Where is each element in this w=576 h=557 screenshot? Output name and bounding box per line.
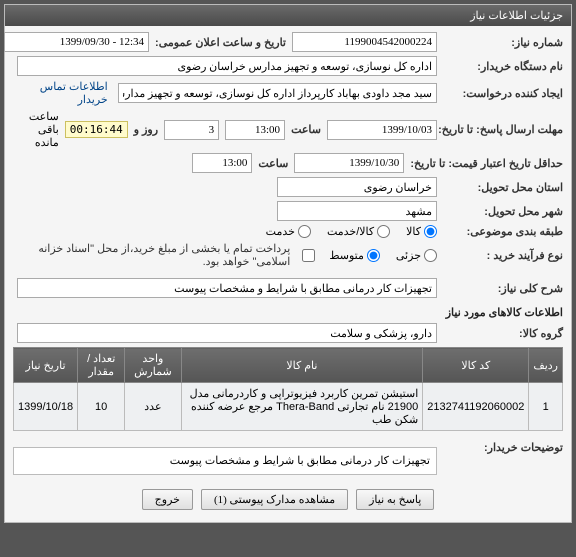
partial-pay-checkbox[interactable] (302, 249, 315, 262)
cat-service-radio[interactable] (377, 225, 390, 238)
th-name: نام کالا (181, 348, 423, 383)
buyer-notes-label: توضیحات خریدار: (443, 441, 563, 454)
group-input[interactable] (17, 323, 437, 343)
validity-date[interactable] (294, 153, 404, 173)
panel-title: جزئیات اطلاعات نیاز (5, 5, 571, 26)
desc-input[interactable] (17, 278, 437, 298)
desc-label: شرح کلی نیاز: (443, 282, 563, 295)
days-remaining (164, 120, 219, 140)
countdown-timer: 00:16:44 (65, 121, 128, 138)
days-label: روز و (134, 123, 158, 136)
city-input[interactable] (277, 201, 437, 221)
creator-label: ایجاد کننده درخواست: (443, 87, 563, 100)
cat-khidmat-radio[interactable] (298, 225, 311, 238)
th-need-date: تاریخ نیاز (14, 348, 78, 383)
th-qty: تعداد / مقدار (78, 348, 125, 383)
items-section-title: اطلاعات کالاهای مورد نیاز (13, 306, 563, 319)
timer-suffix: ساعت باقی مانده (13, 110, 59, 149)
category-label: طبقه بندی موضوعی: (443, 225, 563, 238)
buyer-contact-link[interactable]: اطلاعات تماس خریدار (13, 80, 108, 106)
cat-service-option[interactable]: کالا/خدمت (327, 225, 390, 238)
need-number-label: شماره نیاز: (443, 36, 563, 49)
group-label: گروه کالا: (443, 327, 563, 340)
validity-label: حداقل تاریخ اعتبار قیمت: تا تاریخ: (410, 157, 563, 170)
process-radio-group: جزئی متوسط (329, 249, 437, 262)
announce-label: تاریخ و ساعت اعلان عمومی: (155, 36, 286, 49)
cat-kala-radio[interactable] (424, 225, 437, 238)
exit-button[interactable]: خروج (142, 489, 193, 510)
th-row: ردیف (529, 348, 563, 383)
proc-mid-option[interactable]: متوسط (329, 249, 380, 262)
cell-name: استیشن تمرین کاربرد فیزیوتراپی و کاردرما… (181, 383, 423, 431)
need-number-input[interactable] (292, 32, 437, 52)
details-panel: جزئیات اطلاعات نیاز شماره نیاز: تاریخ و … (4, 4, 572, 523)
cell-qty: 10 (78, 383, 125, 431)
proc-mid-radio[interactable] (367, 249, 380, 262)
attachments-button[interactable]: مشاهده مدارک پیوستی (1) (201, 489, 348, 510)
cell-need-date: 1399/10/18 (14, 383, 78, 431)
validity-time[interactable] (192, 153, 252, 173)
items-table: ردیف کد کالا نام کالا واحد شمارش تعداد /… (13, 347, 563, 431)
time-label-1: ساعت (291, 123, 321, 136)
reply-deadline-date[interactable] (327, 120, 437, 140)
province-label: استان محل تحویل: (443, 181, 563, 194)
answer-button[interactable]: پاسخ به نیاز (356, 489, 434, 510)
buyer-org-input[interactable] (17, 56, 437, 76)
reply-deadline-label: مهلت ارسال پاسخ: تا تاریخ: (443, 123, 563, 136)
creator-input[interactable] (118, 83, 437, 103)
cat-kala-option[interactable]: کالا (406, 225, 437, 238)
cell-row: 1 (529, 383, 563, 431)
proc-low-option[interactable]: جزئی (396, 249, 437, 262)
category-radio-group: کالا کالا/خدمت خدمت (266, 225, 437, 238)
buyer-org-label: نام دستگاه خریدار: (443, 60, 563, 73)
buyer-notes-box: تجهیزات کار درمانی مطابق با شرایط و مشخص… (13, 447, 437, 475)
partial-pay-label: پرداخت تمام یا بخشی از مبلغ خرید،از محل … (13, 242, 290, 268)
th-unit: واحد شمارش (125, 348, 181, 383)
province-input[interactable] (277, 177, 437, 197)
cat-khidmat-option[interactable]: خدمت (266, 225, 311, 238)
reply-deadline-time[interactable] (225, 120, 285, 140)
cell-unit: عدد (125, 383, 181, 431)
announce-date-input[interactable] (4, 32, 149, 52)
table-row[interactable]: 1 2132741192060002 استیشن تمرین کاربرد ف… (14, 383, 563, 431)
panel-content: شماره نیاز: تاریخ و ساعت اعلان عمومی: نا… (5, 26, 571, 522)
proc-low-radio[interactable] (424, 249, 437, 262)
process-label: نوع فرآیند خرید : (443, 249, 563, 262)
cell-code: 2132741192060002 (423, 383, 529, 431)
th-code: کد کالا (423, 348, 529, 383)
time-label-2: ساعت (258, 157, 288, 170)
footer-buttons: پاسخ به نیاز مشاهده مدارک پیوستی (1) خرو… (13, 479, 563, 516)
city-label: شهر محل تحویل: (443, 205, 563, 218)
